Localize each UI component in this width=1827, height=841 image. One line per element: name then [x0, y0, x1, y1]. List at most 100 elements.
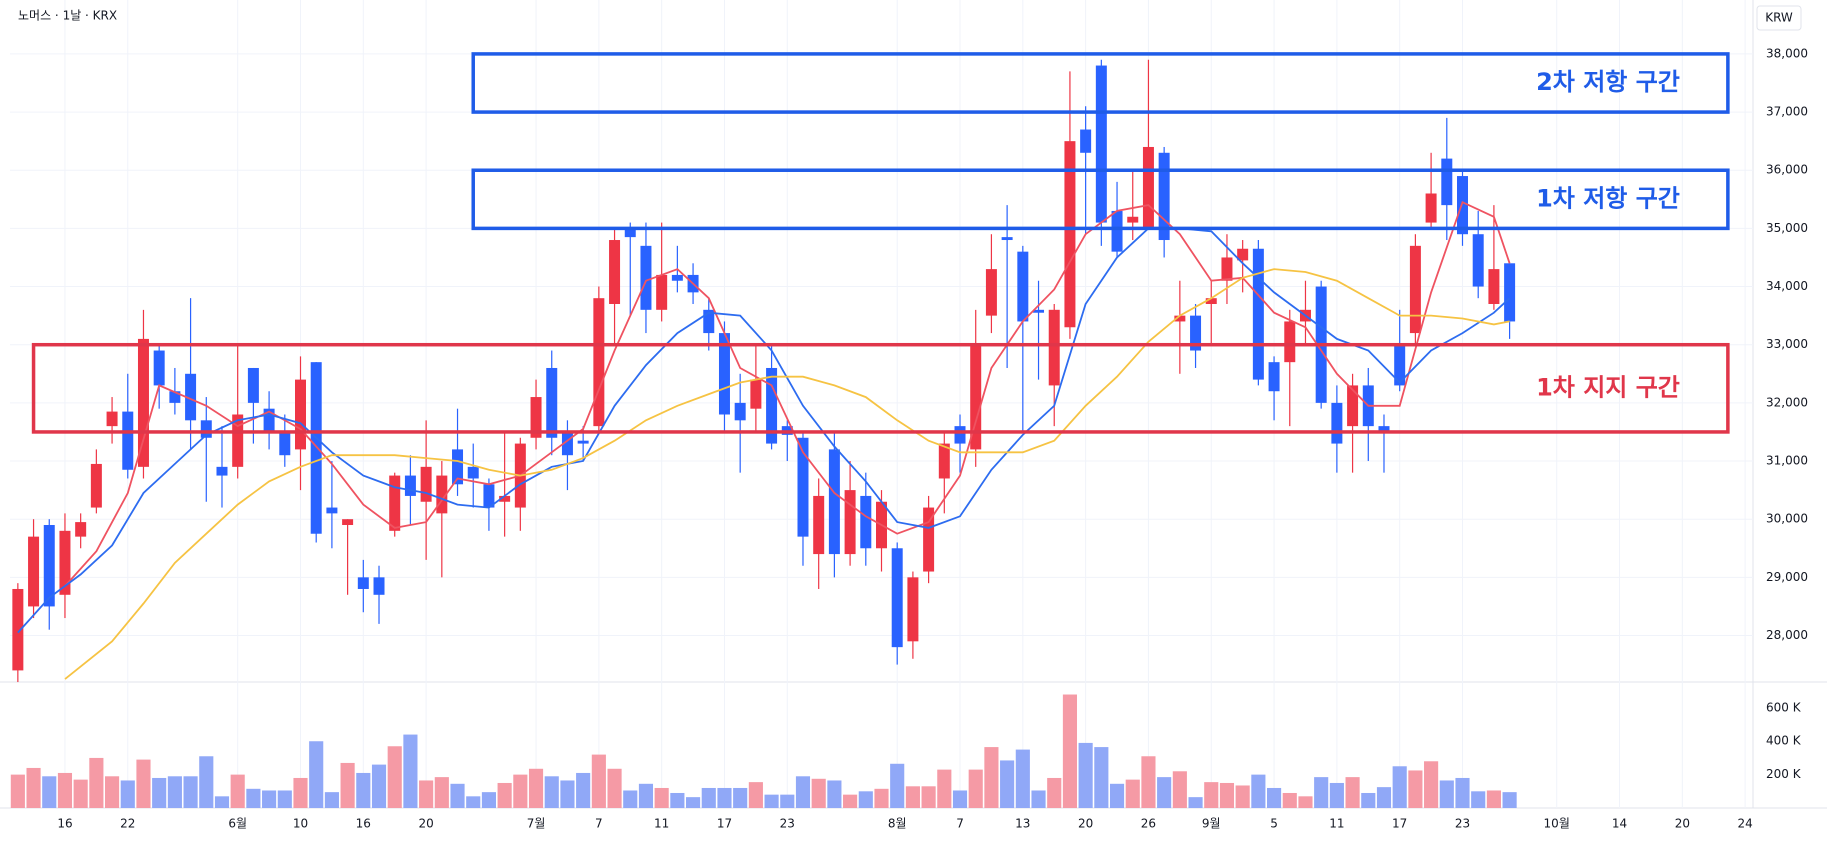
- x-tick-label: 17: [717, 817, 732, 831]
- candle-body: [263, 408, 275, 432]
- moving-average: [17, 227, 1511, 634]
- candle-body: [499, 495, 511, 502]
- candle-body: [200, 420, 212, 438]
- volume-bar: [1000, 760, 1015, 808]
- candle-body: [546, 367, 558, 438]
- candle-body: [923, 507, 935, 572]
- x-tick-label: 6월: [228, 817, 247, 831]
- candle-body: [483, 484, 495, 508]
- volume-bar: [1235, 785, 1250, 808]
- volume-bar: [638, 783, 654, 808]
- zone-box: [471, 52, 1730, 114]
- candle-body: [452, 449, 464, 485]
- candle-body: [106, 411, 118, 427]
- candle-body: [671, 274, 683, 281]
- x-tick-label: 13: [1015, 817, 1030, 831]
- y-tick-label: 32,000: [1766, 395, 1808, 409]
- candle-body: [310, 362, 322, 534]
- volume-bar: [340, 762, 355, 808]
- x-tick-label: 17: [1392, 817, 1407, 831]
- x-tick-label: 20: [1675, 817, 1690, 831]
- candle-body: [797, 437, 809, 537]
- candle-body: [750, 379, 762, 409]
- volume-bar: [120, 780, 135, 808]
- volume-bar: [984, 747, 999, 808]
- volume-bar: [89, 757, 104, 808]
- volume-bar: [733, 787, 748, 808]
- volume-bar: [1329, 782, 1344, 808]
- candle-body: [813, 495, 825, 555]
- x-tick-label: 5: [1270, 817, 1278, 831]
- x-tick-label: 16: [356, 817, 371, 831]
- volume-bar: [1345, 777, 1360, 808]
- candle-body: [844, 490, 856, 555]
- candle-body: [1331, 402, 1343, 444]
- candle-body: [137, 338, 149, 467]
- volume-tick-label: 400 K: [1766, 734, 1802, 748]
- x-tick-label: 22: [120, 817, 135, 831]
- volume-bar: [26, 767, 41, 808]
- volume-bar: [1314, 777, 1329, 808]
- currency-badge[interactable]: [1756, 5, 1802, 31]
- candle-body: [1001, 237, 1013, 241]
- volume-bar: [1376, 787, 1392, 808]
- volume-bar: [1219, 782, 1235, 808]
- candle-body: [656, 274, 668, 310]
- volume-bar: [183, 776, 198, 808]
- volume-bar: [481, 792, 496, 808]
- candle-body: [828, 449, 840, 555]
- candle-body: [593, 298, 605, 427]
- volume-bar: [795, 776, 811, 808]
- candle-body: [718, 333, 730, 415]
- candle-body: [1174, 315, 1186, 322]
- y-tick-label: 38,000: [1766, 46, 1808, 60]
- volume-bar: [246, 788, 261, 808]
- x-tick-label: 14: [1612, 817, 1627, 831]
- volume-tick-label: 600 K: [1766, 700, 1802, 714]
- candle-body: [404, 475, 416, 496]
- x-tick-label: 11: [654, 817, 669, 831]
- candle-body: [970, 344, 982, 450]
- x-tick-label: 23: [780, 817, 795, 831]
- candle-body: [185, 373, 197, 421]
- candle-body: [1080, 129, 1092, 153]
- x-tick-label: 7월: [527, 817, 546, 831]
- candle-body: [1111, 210, 1123, 252]
- volume-bar: [1471, 791, 1486, 808]
- moving-average: [64, 200, 1511, 587]
- volume-bar: [309, 741, 324, 808]
- candle-body: [59, 530, 71, 595]
- candle-body: [216, 466, 228, 476]
- volume-bar: [1125, 779, 1140, 808]
- volume-bar: [1424, 761, 1439, 808]
- volume-bar: [387, 746, 402, 808]
- candle-body: [1409, 245, 1421, 334]
- volume-bar: [152, 777, 167, 808]
- volume-bar: [419, 780, 434, 808]
- candle-body: [1221, 257, 1233, 281]
- volume-bar: [434, 777, 449, 808]
- currency[interactable]: KRW: [1765, 11, 1793, 25]
- volume-bar: [1157, 777, 1172, 808]
- volume-bar: [1251, 774, 1266, 808]
- candle-body: [1237, 248, 1249, 261]
- zone-label: 1차 지지 구간: [1536, 373, 1680, 401]
- volume-bar: [1282, 792, 1297, 808]
- candle-body: [1252, 248, 1264, 380]
- volume-bar: [811, 778, 826, 808]
- volume-bar: [73, 779, 88, 808]
- candle-body: [389, 475, 401, 531]
- volume-bar: [199, 756, 214, 808]
- volume-bar: [324, 792, 339, 808]
- zone-label: 1차 저항 구간: [1536, 184, 1680, 212]
- volume-bar: [1188, 797, 1203, 808]
- candle-body: [342, 519, 354, 526]
- volume-bar: [57, 772, 73, 808]
- candle-body: [954, 426, 966, 444]
- x-tick-label: 7: [595, 817, 603, 831]
- volume-bar: [937, 769, 952, 808]
- y-tick-label: 36,000: [1766, 163, 1808, 177]
- volume-bar: [1267, 787, 1282, 808]
- volume-bar: [167, 776, 182, 808]
- candle-body: [75, 522, 87, 537]
